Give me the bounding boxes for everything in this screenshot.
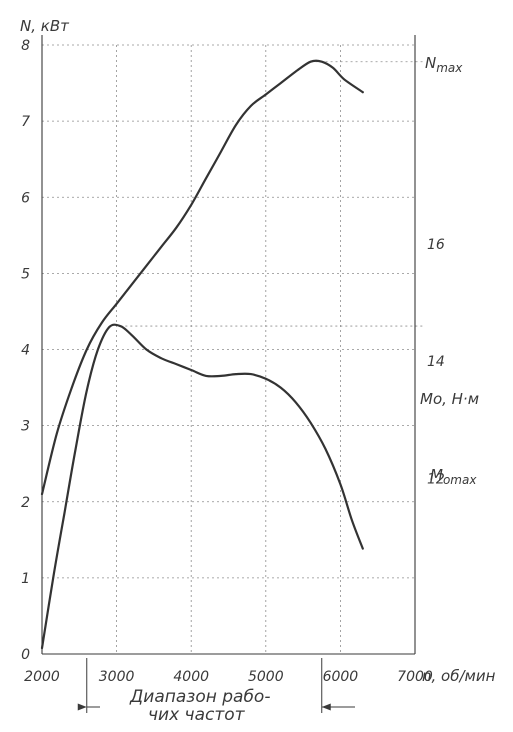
y-left-tick-label-5: 5 bbox=[21, 266, 30, 282]
range-label-line2: чих частот bbox=[148, 705, 246, 725]
y-left-tick-label-1: 1 bbox=[21, 571, 30, 587]
nmax-letter: N bbox=[425, 54, 436, 72]
x-tick-label-6000: 6000 bbox=[323, 669, 359, 685]
range-arrow-left-head bbox=[77, 703, 87, 711]
y-left-tick-label-6: 6 bbox=[21, 190, 30, 206]
y-left-tick-label-7: 7 bbox=[21, 114, 30, 130]
x-tick-label-2000: 2000 bbox=[24, 669, 60, 685]
y-left-tick-label-2: 2 bbox=[21, 495, 30, 511]
series-line-torque bbox=[40, 323, 364, 650]
y-right-axis-label: Mо, Н·м bbox=[420, 390, 479, 408]
mmax-subscript: omax bbox=[443, 473, 477, 487]
mmax-label: Momax bbox=[430, 466, 477, 487]
y-left-tick-label-3: 3 bbox=[21, 419, 30, 435]
y-right-tick-label-12: 12 bbox=[427, 471, 445, 487]
range-label-line1: Диапазон рабо- bbox=[129, 687, 270, 707]
y-left-axis-label: N, кВт bbox=[20, 17, 70, 35]
nmax-subscript: max bbox=[436, 61, 463, 75]
y-left-tick-label-4: 4 bbox=[21, 343, 30, 359]
y-left-tick-label-0: 0 bbox=[21, 647, 30, 663]
x-tick-label-7000: 7000 bbox=[397, 669, 433, 685]
curves bbox=[40, 59, 364, 650]
nmax-label: Nmax bbox=[425, 54, 463, 75]
mmax-letter: M bbox=[430, 466, 443, 484]
x-tick-label-3000: 3000 bbox=[99, 669, 135, 685]
x-axis-label: n, об/мин bbox=[422, 667, 496, 685]
range-arrow-right-head bbox=[321, 703, 331, 711]
axes bbox=[41, 35, 416, 655]
grid bbox=[42, 44, 423, 654]
x-tick-label-5000: 5000 bbox=[248, 669, 284, 685]
range-arrows bbox=[77, 658, 355, 713]
x-tick-label-4000: 4000 bbox=[173, 669, 209, 685]
y-right-tick-label-16: 16 bbox=[427, 237, 445, 253]
y-right-tick-label-14: 14 bbox=[427, 354, 445, 370]
series-line-power bbox=[40, 59, 364, 496]
y-left-tick-label-8: 8 bbox=[21, 38, 30, 54]
